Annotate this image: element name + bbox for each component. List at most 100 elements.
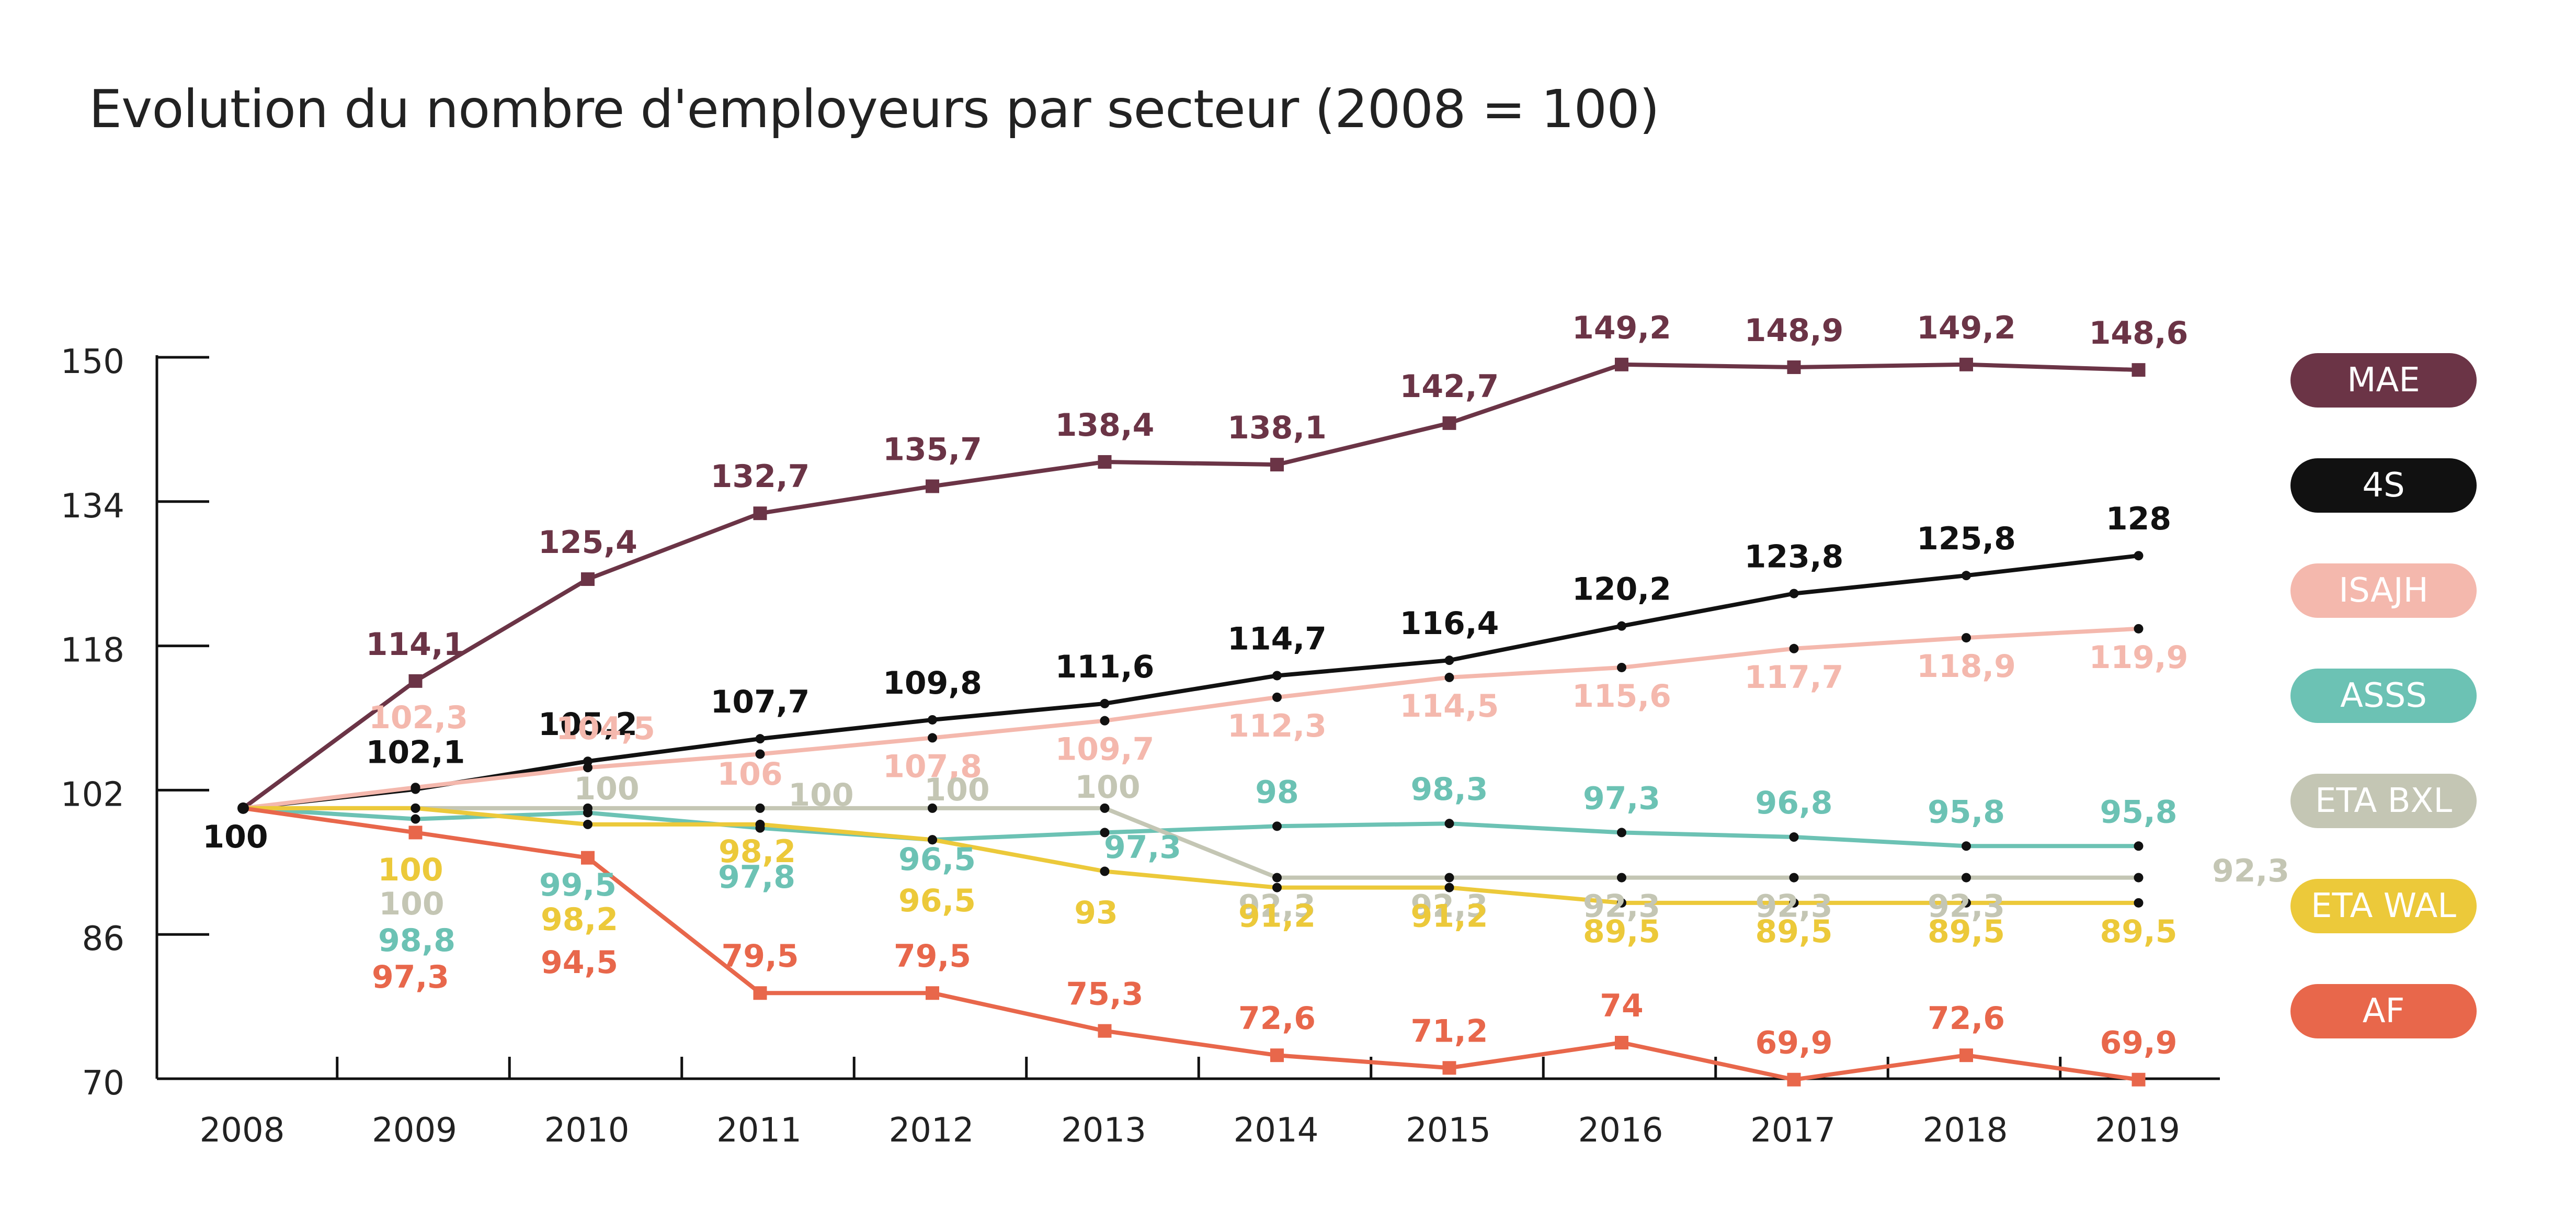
marker-mae (408, 674, 423, 688)
data-label-af: 74 (1600, 988, 1644, 1024)
data-label-eta-bxl: 92,3 (1583, 888, 1660, 925)
marker-mae (1615, 357, 1628, 371)
marker-asss (2134, 841, 2144, 851)
data-label-eta-wal: 89,5 (1583, 913, 1660, 950)
marker-mae (1787, 360, 1801, 374)
data-label-eta-wal: 89,5 (1755, 913, 1832, 950)
marker-eta-wal (2134, 898, 2144, 908)
data-label-mae: 132,7 (711, 458, 810, 495)
legend-item-eta-wal: ETA WAL (2290, 879, 2477, 933)
marker-isajh (1100, 716, 1110, 726)
data-label-asss: 97,3 (1104, 829, 1181, 866)
marker-eta-wal (1789, 898, 1799, 908)
data-label-eta-bxl: 100 (1075, 769, 1140, 806)
marker-af (1442, 1061, 1456, 1075)
series-line-isajh (243, 626, 2139, 810)
marker-af (1787, 1072, 1801, 1087)
data-label-asss: 95,8 (1928, 794, 2005, 830)
data-label-isajh: 102,3 (369, 699, 468, 736)
marker-eta-bxl (928, 803, 937, 813)
marker-af (1098, 1024, 1112, 1038)
data-label-eta-wal: 96,5 (898, 883, 976, 919)
data-label-mae: 148,6 (2089, 315, 2189, 352)
data-label-eta-bxl: 92,3 (2212, 853, 2289, 889)
marker-mae (2132, 363, 2146, 377)
marker-eta-wal (1962, 898, 1971, 908)
marker-isajh (1789, 643, 1799, 653)
data-label-eta-wal: 89,5 (2100, 913, 2177, 950)
data-label-mae: 114,1 (366, 626, 465, 663)
data-label-eta-bxl: 92,3 (1410, 888, 1488, 925)
marker-eta-wal (1617, 898, 1626, 908)
data-label-asss: 98 (1255, 774, 1299, 810)
marker-mae (581, 572, 595, 586)
marker-eta-wal (1100, 866, 1110, 876)
x-tick-label: 2009 (372, 1111, 457, 1150)
data-label-isajh: 118,9 (1917, 648, 2016, 685)
marker-4s (1272, 671, 1282, 681)
y-tick-label: 150 (61, 343, 124, 381)
series-line-eta-bxl (243, 806, 2139, 880)
data-label-eta-wal: 98,2 (541, 901, 618, 938)
marker-mae (1098, 455, 1112, 469)
data-label-isajh: 104,5 (556, 710, 655, 747)
marker-eta-bxl (755, 803, 765, 813)
marker-mae (753, 506, 767, 521)
marker-af (581, 851, 595, 865)
marker-4s (1444, 655, 1454, 665)
x-tick-label: 2017 (1750, 1111, 1836, 1150)
marker-isajh (755, 749, 765, 759)
marker-4s (1789, 589, 1799, 598)
marker-eta-bxl (583, 803, 592, 813)
data-label-4s: 102,1 (366, 734, 465, 771)
series-line-mae (242, 362, 2139, 810)
legend-item-asss: ASSS (2290, 669, 2477, 723)
data-label-eta-bxl: 100 (574, 771, 639, 807)
data-label-isajh: 106 (717, 756, 782, 793)
data-label-eta-bxl: 92,3 (1238, 888, 1316, 925)
marker-asss (1272, 821, 1282, 831)
marker-asss (1100, 828, 1110, 838)
marker-isajh (583, 763, 592, 773)
data-label-4s: 105,2 (538, 706, 637, 743)
data-label-eta-wal: 98,2 (719, 833, 796, 870)
legend-item-eta-bxl: ETA BXL (2290, 774, 2477, 828)
data-label-4s: 120,2 (1572, 571, 1671, 608)
data-label-af: 97,3 (372, 959, 449, 996)
series-line-af (243, 806, 2139, 1082)
marker-asss (1789, 832, 1799, 842)
x-tick-label: 2015 (1406, 1111, 1491, 1150)
data-label-mae: 142,7 (1400, 368, 1499, 405)
chart-axes: 150 134 118 102 86 70 2008 2009 2010 2011 2012 2013… (61, 343, 2220, 1150)
x-tick-label: 2013 (1061, 1111, 1146, 1150)
data-label-isajh: 115,6 (1572, 678, 1671, 715)
data-label-mae: 135,7 (883, 431, 982, 468)
data-label-af: 69,9 (1755, 1025, 1832, 1061)
marker-af (1959, 1048, 1973, 1063)
x-tick-label: 2008 (200, 1111, 285, 1150)
marker-eta-bxl (1617, 873, 1626, 883)
data-label-eta-wal: 100 (378, 852, 443, 888)
marker-asss (1962, 841, 1971, 851)
series-lines (242, 362, 2139, 1082)
data-label-eta-wal: 93 (1074, 895, 1118, 931)
x-tick-label: 2014 (1234, 1111, 1319, 1150)
y-tick-label: 86 (82, 920, 124, 958)
data-label-mae: 148,9 (1745, 312, 1844, 349)
data-label-eta-bxl: 100 (379, 886, 444, 922)
marker-eta-bxl (1272, 873, 1282, 883)
data-label-isajh: 114,5 (1400, 688, 1499, 725)
data-labels: 114,1 125,4 132,7 135,7 138,4 138,1 142,7 149,2… (202, 310, 2289, 1061)
data-label-asss: 97,8 (718, 859, 795, 896)
data-label-asss: 96,8 (1755, 785, 1832, 821)
data-label-4s: 116,4 (1400, 605, 1499, 642)
y-tick-label: 134 (61, 487, 124, 526)
marker-eta-wal (755, 819, 765, 829)
data-label-eta-wal: 91,2 (1238, 898, 1316, 935)
marker-af (408, 826, 423, 840)
marker-af (753, 986, 767, 1000)
x-tick-label: 2016 (1578, 1111, 1663, 1150)
legend-item-af: AF (2290, 984, 2477, 1038)
marker-af (2132, 1072, 2146, 1087)
